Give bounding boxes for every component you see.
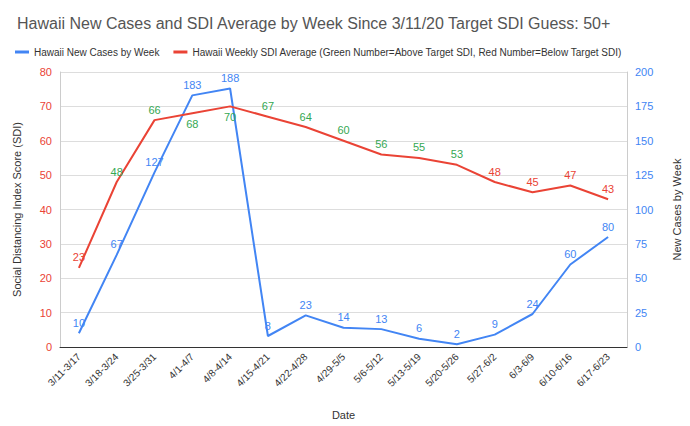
svg-text:40: 40 — [40, 204, 52, 216]
svg-text:75: 75 — [635, 238, 647, 250]
svg-text:4/22-4/28: 4/22-4/28 — [272, 351, 310, 389]
svg-text:Hawaii New Cases by Week: Hawaii New Cases by Week — [34, 47, 160, 58]
svg-text:10: 10 — [73, 317, 85, 329]
svg-text:Hawaii New Cases and SDI Avera: Hawaii New Cases and SDI Average by Week… — [17, 15, 610, 32]
svg-text:23: 23 — [300, 299, 312, 311]
svg-text:Social Distancing Index Score: Social Distancing Index Score (SDI) — [11, 122, 23, 297]
svg-text:183: 183 — [183, 79, 201, 91]
svg-text:53: 53 — [451, 148, 463, 160]
svg-text:9: 9 — [492, 318, 498, 330]
svg-text:6/17-6/23: 6/17-6/23 — [574, 351, 612, 389]
svg-text:50: 50 — [40, 169, 52, 181]
svg-text:0: 0 — [635, 341, 641, 353]
svg-text:23: 23 — [73, 251, 85, 263]
svg-text:4/8-4/14: 4/8-4/14 — [200, 351, 234, 385]
svg-text:3/11-3/17: 3/11-3/17 — [46, 351, 83, 388]
svg-text:25: 25 — [635, 307, 647, 319]
svg-text:6/10-6/16: 6/10-6/16 — [537, 351, 575, 389]
svg-text:70: 70 — [224, 111, 236, 123]
svg-text:70: 70 — [40, 100, 52, 112]
svg-text:125: 125 — [635, 169, 653, 181]
svg-text:4/1-4/7: 4/1-4/7 — [166, 351, 196, 381]
svg-text:5/20-5/26: 5/20-5/26 — [423, 351, 461, 389]
svg-text:80: 80 — [602, 221, 614, 233]
svg-text:5/13-5/19: 5/13-5/19 — [385, 351, 423, 389]
svg-text:68: 68 — [186, 118, 198, 130]
svg-text:60: 60 — [40, 135, 52, 147]
svg-text:60: 60 — [337, 124, 349, 136]
svg-text:150: 150 — [635, 135, 653, 147]
svg-text:67: 67 — [111, 238, 123, 250]
svg-text:67: 67 — [262, 100, 274, 112]
svg-text:24: 24 — [526, 298, 538, 310]
svg-text:20: 20 — [40, 272, 52, 284]
svg-text:8: 8 — [265, 320, 271, 332]
svg-text:0: 0 — [46, 341, 52, 353]
svg-text:64: 64 — [300, 111, 312, 123]
svg-text:10: 10 — [40, 307, 52, 319]
svg-text:45: 45 — [526, 176, 538, 188]
svg-text:5/27-6/2: 5/27-6/2 — [465, 351, 499, 385]
svg-text:Hawaii Weekly SDI Average (Gre: Hawaii Weekly SDI Average (Green Number=… — [192, 47, 621, 58]
svg-text:30: 30 — [40, 238, 52, 250]
svg-text:66: 66 — [148, 104, 160, 116]
svg-text:2: 2 — [454, 328, 460, 340]
svg-text:48: 48 — [489, 166, 501, 178]
svg-text:6/3-6/9: 6/3-6/9 — [507, 351, 537, 381]
svg-text:56: 56 — [375, 138, 387, 150]
svg-text:55: 55 — [413, 141, 425, 153]
svg-text:200: 200 — [635, 66, 653, 78]
svg-text:100: 100 — [635, 204, 653, 216]
svg-text:60: 60 — [564, 248, 576, 260]
svg-text:188: 188 — [221, 72, 239, 84]
svg-text:127: 127 — [145, 156, 163, 168]
svg-text:5/6-5/12: 5/6-5/12 — [352, 351, 386, 385]
svg-text:3/18-3/24: 3/18-3/24 — [83, 351, 121, 389]
svg-text:50: 50 — [635, 272, 647, 284]
svg-text:47: 47 — [564, 169, 576, 181]
svg-text:48: 48 — [111, 166, 123, 178]
svg-text:Date: Date — [332, 409, 355, 421]
svg-text:New Cases by Week: New Cases by Week — [671, 158, 683, 260]
svg-text:43: 43 — [602, 183, 614, 195]
svg-text:175: 175 — [635, 100, 653, 112]
svg-text:14: 14 — [337, 311, 349, 323]
svg-text:13: 13 — [375, 313, 387, 325]
svg-text:4/29-5/5: 4/29-5/5 — [314, 351, 348, 385]
svg-text:80: 80 — [40, 66, 52, 78]
svg-text:6: 6 — [416, 322, 422, 334]
svg-text:4/15-4/21: 4/15-4/21 — [234, 351, 272, 389]
svg-text:3/25-3/31: 3/25-3/31 — [121, 351, 159, 389]
